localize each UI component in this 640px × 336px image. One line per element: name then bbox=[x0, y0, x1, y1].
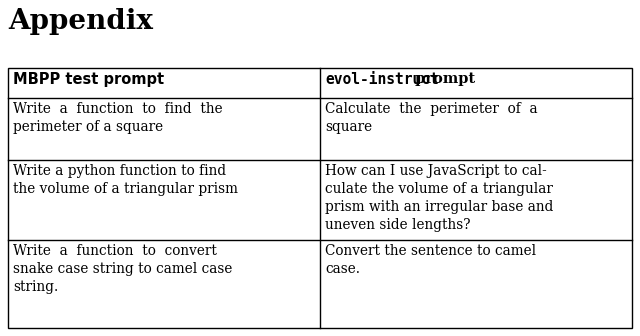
Text: Calculate  the  perimeter  of  a
square: Calculate the perimeter of a square bbox=[325, 102, 538, 134]
Text: Write  a  function  to  find  the
perimeter of a square: Write a function to find the perimeter o… bbox=[13, 102, 223, 134]
Text: Convert the sentence to camel
case.: Convert the sentence to camel case. bbox=[325, 244, 536, 276]
Text: MBPP test prompt: MBPP test prompt bbox=[13, 72, 164, 87]
Text: How can I use JavaScript to cal-
culate the volume of a triangular
prism with an: How can I use JavaScript to cal- culate … bbox=[325, 164, 554, 232]
Text: Appendix: Appendix bbox=[8, 8, 153, 35]
Text: evol-instruct: evol-instruct bbox=[325, 72, 439, 87]
Bar bbox=[8, 68, 632, 328]
Text: prompt: prompt bbox=[410, 72, 475, 86]
Text: Write a python function to find
the volume of a triangular prism: Write a python function to find the volu… bbox=[13, 164, 238, 196]
Text: Write  a  function  to  convert
snake case string to camel case
string.: Write a function to convert snake case s… bbox=[13, 244, 232, 294]
